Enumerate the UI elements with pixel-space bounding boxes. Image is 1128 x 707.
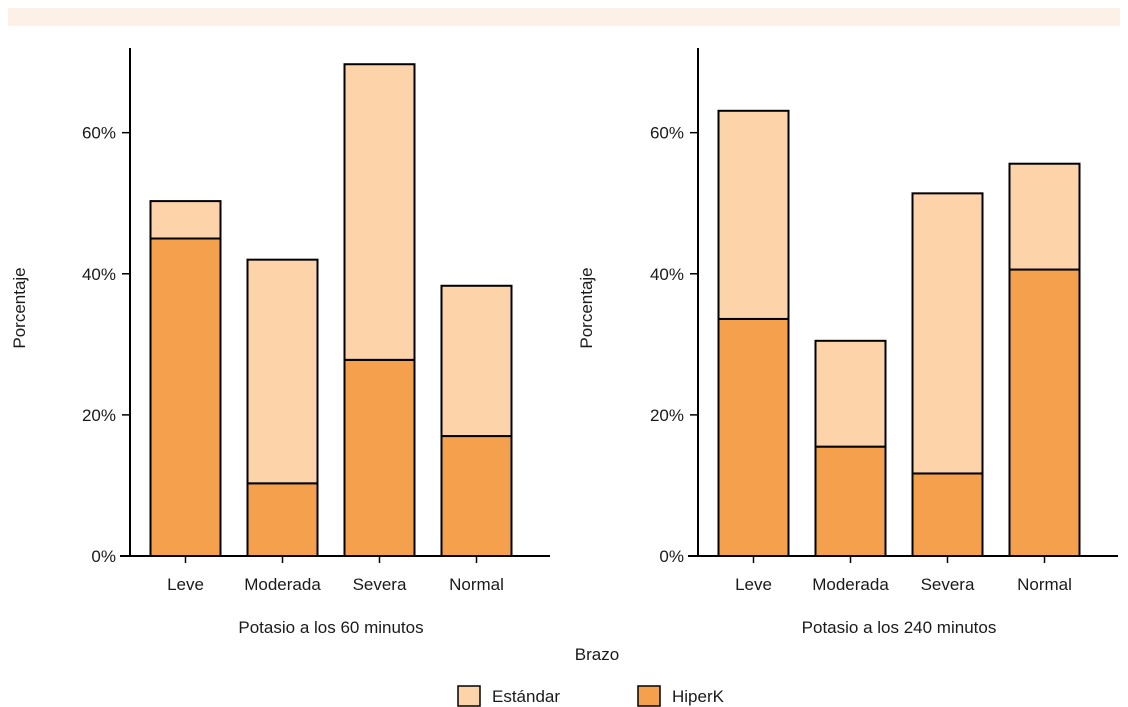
x-tick-label: Normal (449, 575, 504, 594)
top-banner (8, 8, 1120, 26)
legend: Estándar HiperK (457, 685, 725, 707)
x-axis-title: Potasio a los 60 minutos (238, 618, 423, 637)
x-axis-title: Potasio a los 240 minutos (802, 618, 997, 637)
bar-hiperk-normal (440, 435, 513, 557)
panel-right: 0% 20% 40% 60% Porcentaje Leve Moderada Severa N… (577, 48, 1118, 637)
legend-swatch (637, 685, 661, 707)
y-tick-label: 0% (91, 547, 116, 566)
y-axis-title: Porcentaje (577, 267, 596, 348)
y-axis-title: Porcentaje (10, 267, 29, 348)
y-tick-label: 60% (650, 124, 684, 143)
bar-hiperk-moderada (814, 445, 887, 557)
y-tick-label: 0% (659, 547, 684, 566)
y-tick-label: 40% (82, 265, 116, 284)
y-tick-label: 20% (82, 406, 116, 425)
panel-left: 0% 20% 40% 60% Porcentaje Leve Moderada Severa N… (10, 48, 550, 637)
shared-xlabel: Brazo (575, 645, 619, 664)
y-tick-label: 20% (650, 406, 684, 425)
x-tick-label: Moderada (244, 575, 321, 594)
bar-estndar-normal (1008, 162, 1081, 271)
bar-estndar-leve (717, 109, 790, 320)
bar-hiperk-severa (911, 472, 984, 558)
legend-swatch (457, 685, 481, 707)
x-tick-label: Severa (353, 575, 407, 594)
bar-hiperk-severa (343, 358, 416, 557)
bar-estndar-moderada (814, 339, 887, 448)
legend-label: HiperK (672, 687, 725, 706)
y-tick-label: 60% (82, 124, 116, 143)
bar-hiperk-normal (1008, 268, 1081, 557)
bar-hiperk-moderada (246, 482, 319, 558)
bar-estndar-severa (343, 63, 416, 361)
x-tick-label: Leve (167, 575, 204, 594)
bar-hiperk-leve (149, 237, 222, 557)
bar-hiperk-leve (717, 317, 790, 557)
x-tick-label: Normal (1017, 575, 1072, 594)
x-tick-label: Moderada (812, 575, 889, 594)
legend-label: Estándar (492, 687, 560, 706)
bar-estndar-moderada (246, 258, 319, 485)
bar-estndar-normal (440, 284, 513, 438)
bar-estndar-leve (149, 200, 222, 240)
x-tick-label: Severa (921, 575, 975, 594)
bar-estndar-severa (911, 192, 984, 475)
y-tick-label: 40% (650, 265, 684, 284)
x-tick-label: Leve (735, 575, 772, 594)
